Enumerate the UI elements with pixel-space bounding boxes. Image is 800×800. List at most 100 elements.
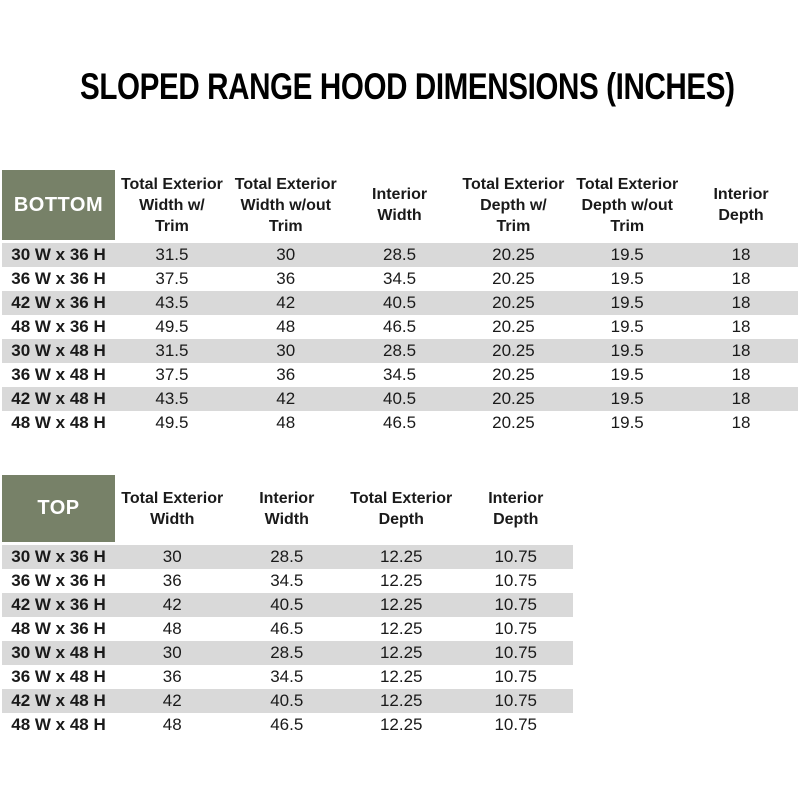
data-cell: 10.75 xyxy=(494,667,538,686)
row-label: 48 W x 36 H xyxy=(11,317,106,336)
data-cell: 49.5 xyxy=(155,317,189,336)
row-label: 36 W x 48 H xyxy=(11,365,106,384)
data-cell: 19.5 xyxy=(610,245,644,264)
header-cell: Total Exterior Depth w/ Trim xyxy=(462,175,565,235)
top-table-body: 30 W x 36 H 30 28.5 12.25 10.75 36 W x 36 H 36… xyxy=(2,545,573,737)
data-cell: 10.75 xyxy=(494,715,538,734)
data-cell: 34.5 xyxy=(270,667,304,686)
data-cell: 36 xyxy=(162,667,182,686)
data-cell: 30 xyxy=(162,643,182,662)
data-cell: 19.5 xyxy=(610,413,644,432)
data-cell: 10.75 xyxy=(494,643,538,662)
data-cell: 20.25 xyxy=(492,341,535,360)
data-cell: 12.25 xyxy=(379,595,423,614)
data-cell: 19.5 xyxy=(610,317,644,336)
data-cell: 20.25 xyxy=(492,269,535,288)
data-cell: 10.75 xyxy=(494,595,538,614)
header-cell: Total Exterior Width w/out Trim xyxy=(234,175,337,235)
table-row: 36 W x 48 H 36 34.5 12.25 10.75 xyxy=(2,665,573,689)
data-cell: 42 xyxy=(276,293,296,312)
data-cell: 20.25 xyxy=(492,413,535,432)
row-label: 48 W x 48 H xyxy=(11,715,106,734)
data-cell: 34.5 xyxy=(383,269,417,288)
top-table-header-row: TOP Total Exterior Width Interior Width To… xyxy=(2,475,573,542)
bottom-dimensions-table: BOTTOM Total Exterior Width w/ Trim Total… xyxy=(2,170,798,435)
header-cell: Total Exterior Width w/ Trim xyxy=(120,175,223,235)
data-cell: 36 xyxy=(162,571,182,590)
data-cell: 18 xyxy=(731,389,751,408)
data-cell: 42 xyxy=(162,595,182,614)
data-cell: 30 xyxy=(162,547,182,566)
data-cell: 10.75 xyxy=(494,547,538,566)
data-cell: 30 xyxy=(276,245,296,264)
row-label: 30 W x 36 H xyxy=(11,547,106,566)
data-cell: 37.5 xyxy=(155,269,189,288)
data-cell: 40.5 xyxy=(270,595,304,614)
page-title: SLOPED RANGE HOOD DIMENSIONS (INCHES) xyxy=(80,66,735,107)
table-row: 30 W x 36 H 31.5 30 28.5 20.25 19.5 18 xyxy=(2,243,798,267)
row-label: 42 W x 36 H xyxy=(11,293,106,312)
data-cell: 10.75 xyxy=(494,619,538,638)
top-corner-header: TOP xyxy=(2,475,115,542)
data-cell: 18 xyxy=(731,269,751,288)
data-cell: 28.5 xyxy=(270,643,304,662)
row-label: 42 W x 48 H xyxy=(11,691,106,710)
row-label: 48 W x 48 H xyxy=(11,413,106,432)
data-cell: 20.25 xyxy=(492,317,535,336)
bottom-table-body: 30 W x 36 H 31.5 30 28.5 20.25 19.5 18 36 W x 3… xyxy=(2,243,798,435)
table-row: 30 W x 36 H 30 28.5 12.25 10.75 xyxy=(2,545,573,569)
data-cell: 10.75 xyxy=(494,691,538,710)
data-cell: 19.5 xyxy=(610,269,644,288)
table-row: 30 W x 48 H 30 28.5 12.25 10.75 xyxy=(2,641,573,665)
data-cell: 31.5 xyxy=(155,245,189,264)
data-cell: 34.5 xyxy=(270,571,304,590)
table-row: 42 W x 36 H 43.5 42 40.5 20.25 19.5 18 xyxy=(2,291,798,315)
data-cell: 18 xyxy=(731,341,751,360)
data-cell: 19.5 xyxy=(610,365,644,384)
top-dimensions-table: TOP Total Exterior Width Interior Width To… xyxy=(2,475,573,737)
header-cell: Interior Depth xyxy=(713,186,769,224)
data-cell: 12.25 xyxy=(379,619,423,638)
table-row: 36 W x 36 H 37.5 36 34.5 20.25 19.5 18 xyxy=(2,267,798,291)
table-row: 48 W x 48 H 49.5 48 46.5 20.25 19.5 18 xyxy=(2,411,798,435)
data-cell: 19.5 xyxy=(610,341,644,360)
data-cell: 12.25 xyxy=(379,691,423,710)
data-cell: 12.25 xyxy=(379,715,423,734)
bottom-corner-header: BOTTOM xyxy=(2,170,115,240)
data-cell: 12.25 xyxy=(379,571,423,590)
data-cell: 12.25 xyxy=(379,667,423,686)
data-cell: 46.5 xyxy=(383,317,417,336)
table-row: 48 W x 36 H 48 46.5 12.25 10.75 xyxy=(2,617,573,641)
data-cell: 18 xyxy=(731,317,751,336)
data-cell: 48 xyxy=(162,619,182,638)
data-cell: 46.5 xyxy=(383,413,417,432)
data-cell: 46.5 xyxy=(270,715,304,734)
header-cell: Total Exterior Depth xyxy=(350,489,453,528)
table-row: 36 W x 48 H 37.5 36 34.5 20.25 19.5 18 xyxy=(2,363,798,387)
data-cell: 43.5 xyxy=(155,293,189,312)
table-row: 48 W x 48 H 48 46.5 12.25 10.75 xyxy=(2,713,573,737)
table-row: 48 W x 36 H 49.5 48 46.5 20.25 19.5 18 xyxy=(2,315,798,339)
row-label: 30 W x 36 H xyxy=(11,245,106,264)
table-row: 42 W x 48 H 42 40.5 12.25 10.75 xyxy=(2,689,573,713)
table-row: 36 W x 36 H 36 34.5 12.25 10.75 xyxy=(2,569,573,593)
table-row: 42 W x 48 H 43.5 42 40.5 20.25 19.5 18 xyxy=(2,387,798,411)
table-row: 30 W x 48 H 31.5 30 28.5 20.25 19.5 18 xyxy=(2,339,798,363)
data-cell: 20.25 xyxy=(492,365,535,384)
row-label: 42 W x 36 H xyxy=(11,595,106,614)
data-cell: 18 xyxy=(731,245,751,264)
data-cell: 10.75 xyxy=(494,571,538,590)
header-cell: Interior Depth xyxy=(488,489,544,528)
header-cell: Total Exterior Width xyxy=(121,489,224,528)
row-label: 42 W x 48 H xyxy=(11,389,106,408)
data-cell: 18 xyxy=(731,293,751,312)
data-cell: 49.5 xyxy=(155,413,189,432)
row-label: 30 W x 48 H xyxy=(11,643,106,662)
row-label: 48 W x 36 H xyxy=(11,619,106,638)
data-cell: 30 xyxy=(276,341,296,360)
data-cell: 12.25 xyxy=(379,643,423,662)
data-cell: 34.5 xyxy=(383,365,417,384)
data-cell: 40.5 xyxy=(270,691,304,710)
header-cell: Total Exterior Depth w/out Trim xyxy=(576,175,679,235)
